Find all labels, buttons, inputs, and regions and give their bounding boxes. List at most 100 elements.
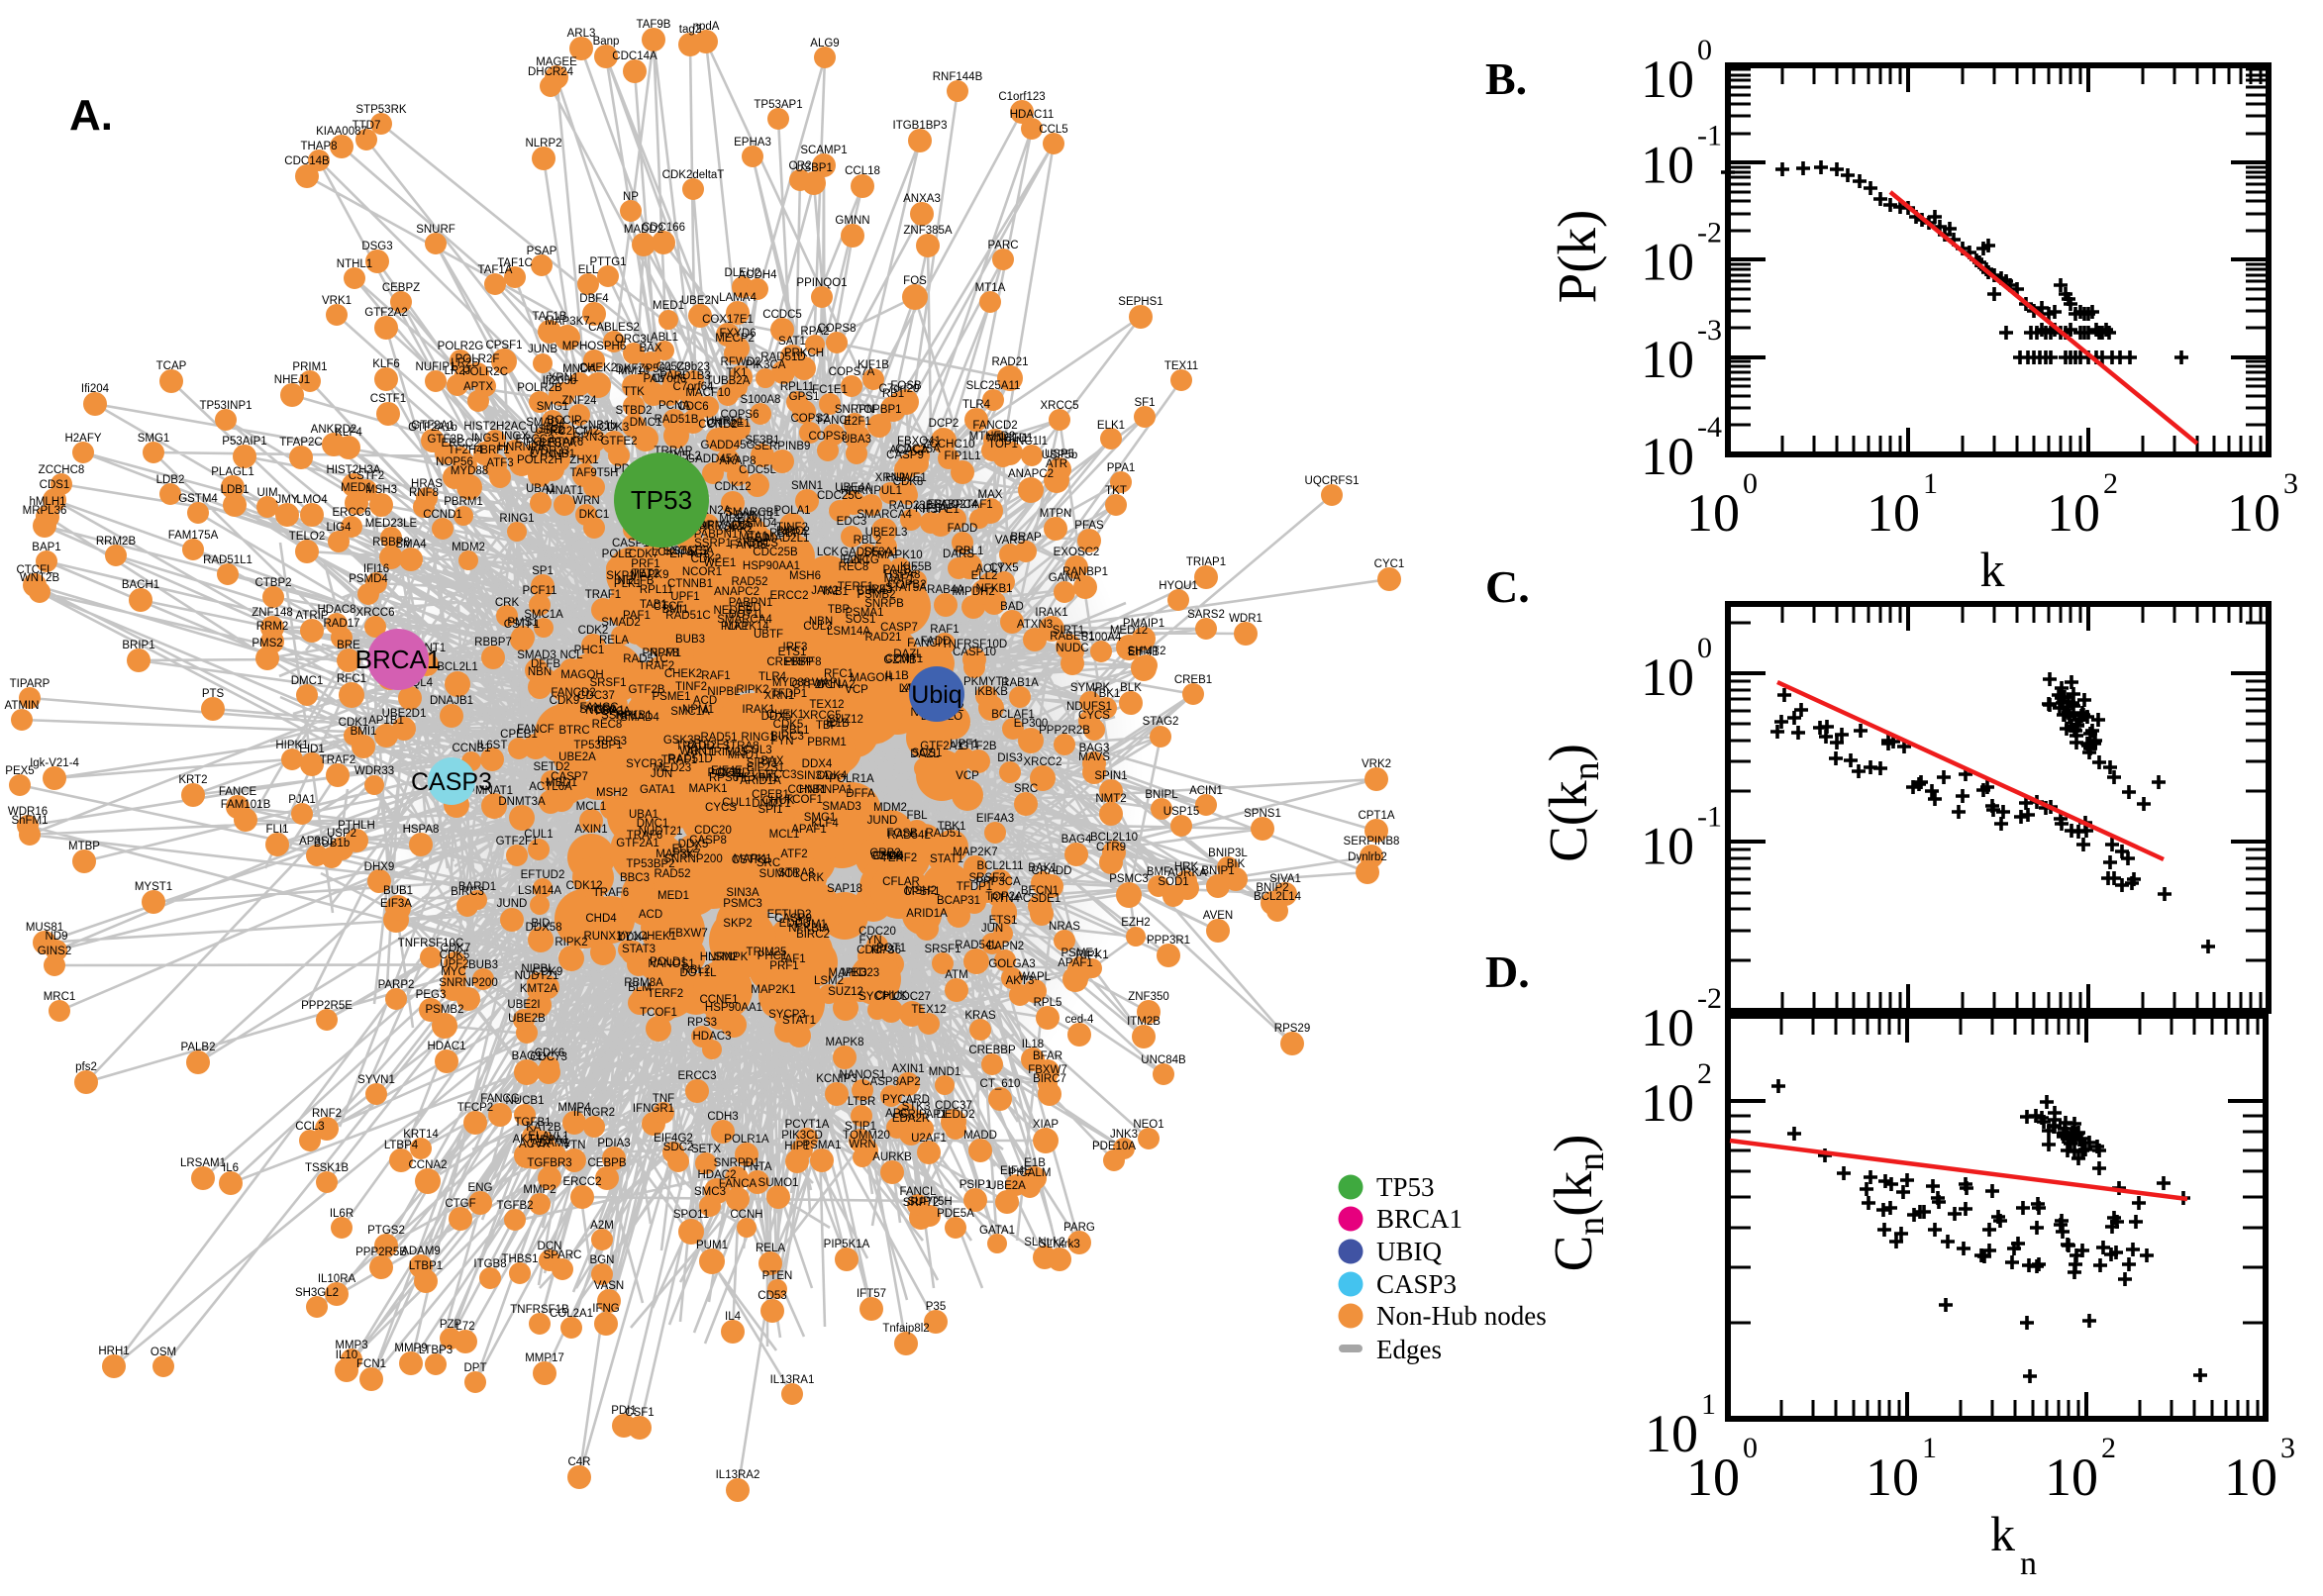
svg-text:TP53: TP53 bbox=[631, 485, 692, 515]
svg-text:CSTF1: CSTF1 bbox=[370, 393, 406, 405]
svg-text:INGX: INGX bbox=[501, 431, 529, 443]
svg-text:CFLAR: CFLAR bbox=[882, 876, 920, 888]
svg-text:TKT: TKT bbox=[1105, 485, 1127, 497]
svg-text:SETX: SETX bbox=[691, 1144, 721, 1155]
svg-text:CDH3: CDH3 bbox=[707, 1111, 738, 1123]
svg-text:CHUK: CHUK bbox=[762, 795, 795, 807]
svg-text:TRAF6: TRAF6 bbox=[593, 887, 629, 899]
svg-text:PARG: PARG bbox=[1063, 1222, 1095, 1234]
svg-text:MSH2: MSH2 bbox=[905, 885, 937, 897]
svg-text:CSTF2: CSTF2 bbox=[349, 470, 384, 482]
svg-text:GANA: GANA bbox=[1049, 572, 1081, 584]
svg-text:PALB2: PALB2 bbox=[883, 564, 918, 576]
svg-text:E2F1: E2F1 bbox=[844, 416, 871, 428]
svg-text:EIF4G2: EIF4G2 bbox=[654, 1133, 693, 1145]
svg-text:EFTUD2: EFTUD2 bbox=[767, 909, 812, 921]
svg-text:RB1: RB1 bbox=[882, 388, 904, 400]
svg-text:ELL: ELL bbox=[578, 264, 599, 276]
svg-text:STAT3: STAT3 bbox=[622, 944, 656, 955]
svg-text:GTF2F1: GTF2F1 bbox=[792, 679, 835, 691]
svg-text:TRADD: TRADD bbox=[675, 741, 715, 752]
svg-text:GTF2A1: GTF2A1 bbox=[411, 420, 454, 432]
svg-text:KIAA0087: KIAA0087 bbox=[316, 126, 367, 138]
svg-text:NC1I1: NC1I1 bbox=[996, 433, 1029, 445]
svg-text:MRC1: MRC1 bbox=[44, 991, 76, 1003]
svg-text:DEDD2: DEDD2 bbox=[937, 1109, 975, 1121]
svg-text:CASP3: CASP3 bbox=[411, 768, 492, 796]
svg-text:SERPINB8: SERPINB8 bbox=[1344, 836, 1400, 848]
svg-text:RAD51D: RAD51D bbox=[667, 753, 712, 765]
svg-text:ACIN1: ACIN1 bbox=[1189, 785, 1223, 797]
svg-text:SNRNP200: SNRNP200 bbox=[663, 853, 722, 865]
svg-text:ACTL6A: ACTL6A bbox=[529, 781, 572, 793]
svg-text:PSME1: PSME1 bbox=[1061, 948, 1100, 959]
svg-text:PMS2: PMS2 bbox=[252, 638, 282, 649]
svg-text:MED23: MED23 bbox=[842, 967, 879, 979]
svg-text:CDS1: CDS1 bbox=[40, 479, 70, 491]
svg-text:POLRTAF6: POLRTAF6 bbox=[526, 437, 583, 449]
svg-text:EDC3: EDC3 bbox=[779, 918, 810, 930]
svg-text:PPP3CA: PPP3CA bbox=[975, 876, 1021, 888]
svg-text:TNF: TNF bbox=[653, 1093, 674, 1105]
svg-text:CDC6: CDC6 bbox=[677, 401, 708, 413]
svg-text:NIPBL: NIPBL bbox=[707, 686, 741, 698]
svg-text:GTFE2: GTFE2 bbox=[600, 436, 637, 448]
svg-text:0: 0 bbox=[1743, 467, 1758, 500]
svg-text:SCAMP1: SCAMP1 bbox=[800, 145, 847, 156]
svg-text:SNRPD1: SNRPD1 bbox=[714, 1157, 760, 1169]
svg-text:S100A4: S100A4 bbox=[1081, 632, 1123, 644]
svg-text:CUL1: CUL1 bbox=[722, 797, 751, 809]
svg-text:TTK: TTK bbox=[623, 386, 645, 398]
svg-text:KLF4: KLF4 bbox=[811, 818, 839, 830]
svg-text:MAPK1: MAPK1 bbox=[689, 783, 728, 795]
svg-text:RAD51B: RAD51B bbox=[655, 414, 699, 426]
svg-text:PSME1: PSME1 bbox=[653, 691, 691, 703]
svg-text:PEG3: PEG3 bbox=[416, 989, 447, 1001]
svg-text:TERF1: TERF1 bbox=[838, 581, 873, 593]
svg-text:PRIM1: PRIM1 bbox=[292, 361, 327, 373]
svg-text:RUNX1: RUNX1 bbox=[584, 931, 623, 943]
svg-text:POLR2F: POLR2F bbox=[455, 353, 500, 365]
svg-text:NUDC: NUDC bbox=[1056, 643, 1088, 654]
svg-text:MTPN: MTPN bbox=[1040, 508, 1072, 520]
svg-text:RBM8A: RBM8A bbox=[624, 977, 663, 989]
svg-text:CDK1: CDK1 bbox=[339, 717, 369, 729]
svg-text:RBL1: RBL1 bbox=[956, 546, 984, 557]
svg-text:PSMA1: PSMA1 bbox=[846, 607, 884, 619]
svg-text:PDIA3: PDIA3 bbox=[597, 1138, 630, 1149]
svg-text:MYST1: MYST1 bbox=[135, 881, 172, 893]
svg-text:TINF2: TINF2 bbox=[675, 681, 707, 693]
svg-text:PEX5: PEX5 bbox=[5, 765, 34, 777]
svg-text:UIM: UIM bbox=[256, 487, 277, 499]
svg-text:AXIN1: AXIN1 bbox=[891, 1063, 924, 1075]
svg-text:KIF1A: KIF1A bbox=[915, 503, 947, 515]
svg-text:HNRNPA1: HNRNPA1 bbox=[799, 784, 853, 796]
svg-text:10: 10 bbox=[1867, 483, 1920, 543]
svg-text:10: 10 bbox=[1645, 1404, 1698, 1463]
svg-text:JUND: JUND bbox=[867, 815, 898, 827]
svg-text:HIP1: HIP1 bbox=[784, 1141, 810, 1152]
svg-text:Igk-V21-4: Igk-V21-4 bbox=[30, 757, 79, 769]
svg-text:ATRIP: ATRIP bbox=[295, 610, 328, 622]
svg-text:BAG1: BAG1 bbox=[512, 1050, 543, 1062]
svg-text:CASP7: CASP7 bbox=[880, 622, 918, 634]
svg-text:DKFZP564: DKFZP564 bbox=[616, 363, 672, 375]
svg-text:PSMC3: PSMC3 bbox=[723, 898, 762, 910]
svg-text:PUM1: PUM1 bbox=[696, 1240, 728, 1251]
svg-text:PRF1: PRF1 bbox=[769, 960, 798, 972]
svg-text:CDK2: CDK2 bbox=[691, 553, 722, 565]
svg-text:SYMPK: SYMPK bbox=[1070, 682, 1111, 694]
svg-text:P(k): P(k) bbox=[1547, 210, 1607, 304]
svg-text:NUFIP1: NUFIP1 bbox=[416, 361, 456, 373]
svg-text:MAP3K7: MAP3K7 bbox=[656, 848, 700, 860]
svg-text:CAPN2: CAPN2 bbox=[986, 941, 1024, 952]
svg-text:PPP2R5B: PPP2R5B bbox=[355, 1247, 407, 1258]
svg-text:CCDC5: CCDC5 bbox=[762, 309, 802, 321]
svg-text:UBE2A: UBE2A bbox=[558, 751, 596, 763]
svg-text:TTD7: TTD7 bbox=[353, 120, 381, 132]
svg-text:CCNB1: CCNB1 bbox=[453, 743, 491, 754]
svg-text:EID1: EID1 bbox=[299, 744, 325, 755]
svg-text:MMP4: MMP4 bbox=[557, 1102, 591, 1114]
svg-text:Dynlrb2: Dynlrb2 bbox=[1348, 851, 1387, 863]
svg-text:DDX5: DDX5 bbox=[761, 711, 792, 723]
